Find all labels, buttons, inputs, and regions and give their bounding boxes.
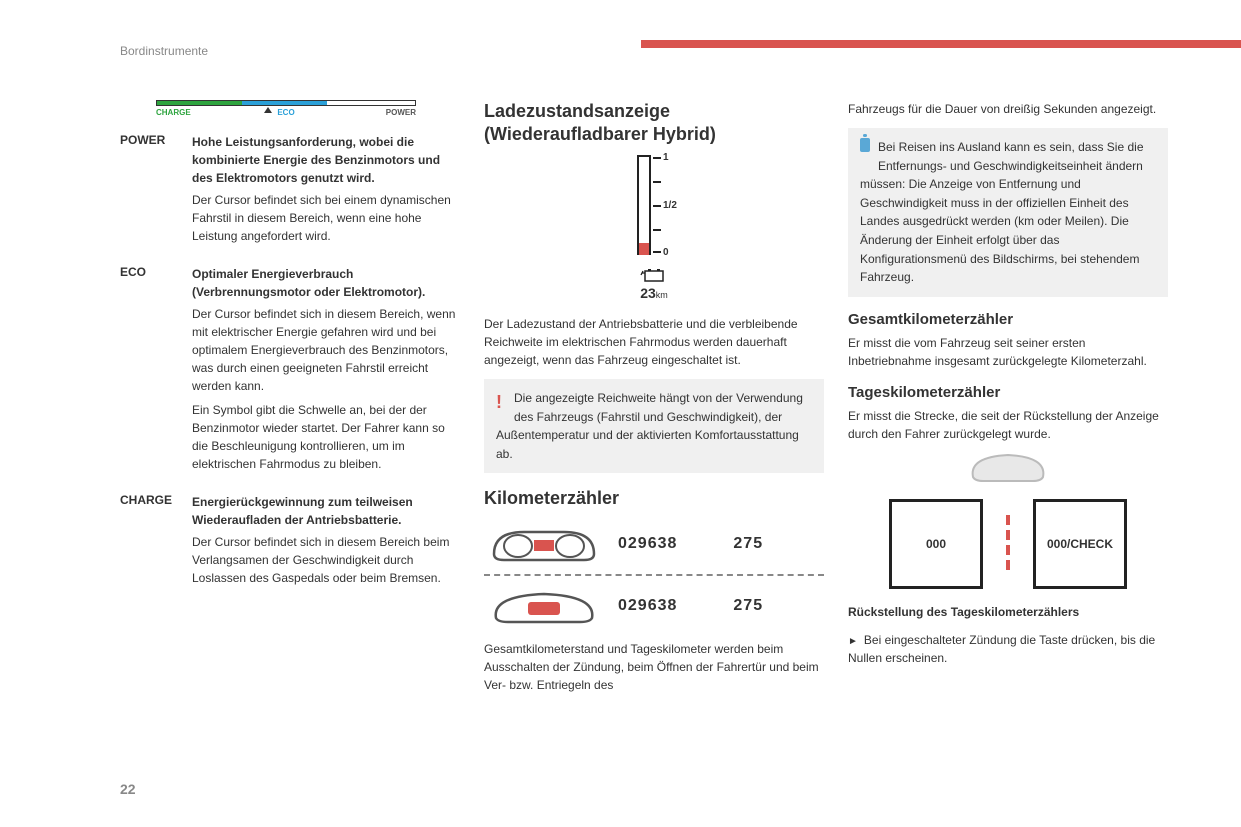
trip-odometer-text: Er misst die Strecke, die seit der Rücks… <box>848 407 1168 443</box>
battery-icon <box>640 265 668 283</box>
gauge-tick <box>653 181 661 183</box>
definition-term: POWER <box>120 133 192 251</box>
definition-term: CHARGE <box>120 493 192 593</box>
divider-dashed <box>484 574 824 576</box>
range-unit: km <box>656 290 668 300</box>
continuation-text: Fahrzeugs für die Dauer von dreißig Seku… <box>848 100 1168 118</box>
gauge-tick <box>653 229 661 231</box>
instrument-cluster-icon <box>963 449 1053 485</box>
definition-row: CHARGEEnergierückgewinnung zum teilweise… <box>120 493 460 593</box>
odometer-description: Gesamtkilometerstand und Tageskilometer … <box>484 640 824 694</box>
definition-row: ECOOptimaler Energieverbrauch (Verbrennu… <box>120 265 460 479</box>
header-accent-bar <box>641 40 1241 48</box>
gauge-pointer-icon <box>264 107 272 113</box>
column-2: Ladezustandsanzeige (Wiederaufladbarer H… <box>484 100 824 704</box>
instrument-cluster-icon <box>484 524 604 564</box>
trip-box-zeros: 000 <box>889 499 983 589</box>
instrument-cluster-icon <box>484 586 604 626</box>
heading-trip-odometer: Tageskilometerzähler <box>848 384 1168 401</box>
total-odometer-text: Er misst die vom Fahrzeug seit seiner er… <box>848 334 1168 370</box>
page-number: 22 <box>120 781 136 797</box>
odometer-figure: 029638 275 029638 275 <box>484 520 824 630</box>
gauge-label-0: 0 <box>663 247 669 258</box>
warning-icon: ! <box>496 392 502 412</box>
odometer-readout: 029638 275 <box>618 535 763 553</box>
gauge-segment <box>157 101 242 105</box>
gauge-label-half: 1/2 <box>663 200 677 211</box>
definition-body: Energierückgewinnung zum teilweisen Wied… <box>192 493 460 593</box>
page-content: CHARGEECOPOWER POWERHohe Leistungsanford… <box>0 40 1241 744</box>
section-breadcrumb: Bordinstrumente <box>120 44 208 58</box>
gauge-label: ECO <box>243 108 330 117</box>
range-value: 23 <box>640 285 656 301</box>
column-3: Fahrzeugs für die Dauer von dreißig Seku… <box>848 100 1168 704</box>
definition-bold: Hohe Leistungsanforderung, wobei die kom… <box>192 133 460 187</box>
gauge-label: CHARGE <box>156 108 243 117</box>
trip-reset-figure: 000 000/CHECK <box>848 453 1168 589</box>
odometer-total: 029638 <box>618 535 677 552</box>
gauge-label: POWER <box>329 108 416 117</box>
gauge-segment <box>242 101 327 105</box>
gauge-label-1: 1 <box>663 152 669 163</box>
heading-odometer: Kilometerzähler <box>484 487 824 510</box>
charge-gauge-figure: 1 1/2 0 23km <box>484 155 824 301</box>
definition-bold: Optimaler Energieverbrauch (Verbrennungs… <box>192 265 460 301</box>
heading-charge-indicator: Ladezustandsanzeige (Wiederaufladbarer H… <box>484 100 824 145</box>
gauge-tick <box>653 157 661 159</box>
reset-instruction: Bei eingeschalteter Zündung die Taste dr… <box>848 631 1168 667</box>
gauge-tick <box>653 205 661 207</box>
definition-paragraph: Ein Symbol gibt die Schwelle an, bei der… <box>192 401 460 473</box>
warning-box: ! Die angezeigte Reichweite hängt von de… <box>484 379 824 473</box>
range-readout: 23km <box>640 285 668 301</box>
definition-body: Optimaler Energieverbrauch (Verbrennungs… <box>192 265 460 479</box>
odometer-total: 029638 <box>618 597 677 614</box>
definition-paragraph: Der Cursor befindet sich in diesem Berei… <box>192 533 460 587</box>
odometer-trip: 275 <box>733 535 763 552</box>
power-gauge-figure: CHARGEECOPOWER <box>156 100 416 117</box>
definition-body: Hohe Leistungsanforderung, wobei die kom… <box>192 133 460 251</box>
gauge-segment <box>327 101 415 105</box>
heading-reset: Rückstellung des Tageskilometerzählers <box>848 603 1168 621</box>
warning-text: Die angezeigte Reichweite hängt von der … <box>496 391 803 461</box>
heading-total-odometer: Gesamtkilometerzähler <box>848 311 1168 328</box>
gauge-tick <box>653 251 661 253</box>
definition-row: POWERHohe Leistungsanforderung, wobei di… <box>120 133 460 251</box>
definition-bold: Energierückgewinnung zum teilweisen Wied… <box>192 493 460 529</box>
info-box: Bei Reisen ins Ausland kann es sein, das… <box>848 128 1168 297</box>
definition-paragraph: Der Cursor befindet sich in diesem Berei… <box>192 305 460 395</box>
info-icon <box>860 138 870 152</box>
definition-term: ECO <box>120 265 192 479</box>
charge-description: Der Ladezustand der Antriebsbatterie und… <box>484 315 824 369</box>
gauge-fill <box>639 243 649 255</box>
odometer-readout: 029638 275 <box>618 597 763 615</box>
odometer-trip: 275 <box>733 597 763 614</box>
column-1: CHARGEECOPOWER POWERHohe Leistungsanford… <box>120 100 460 704</box>
info-text: Bei Reisen ins Ausland kann es sein, das… <box>860 140 1144 284</box>
trip-box-check: 000/CHECK <box>1033 499 1127 589</box>
connector-dashes <box>1006 515 1010 570</box>
gauge-outline <box>637 155 651 255</box>
definition-paragraph: Der Cursor befindet sich bei einem dynam… <box>192 191 460 245</box>
